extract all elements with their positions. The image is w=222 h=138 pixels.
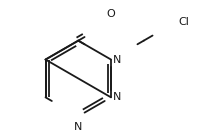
Text: N: N xyxy=(113,55,122,65)
Text: Cl: Cl xyxy=(179,17,190,27)
Text: N: N xyxy=(113,92,122,102)
Text: N: N xyxy=(74,122,82,132)
Text: O: O xyxy=(107,9,115,19)
